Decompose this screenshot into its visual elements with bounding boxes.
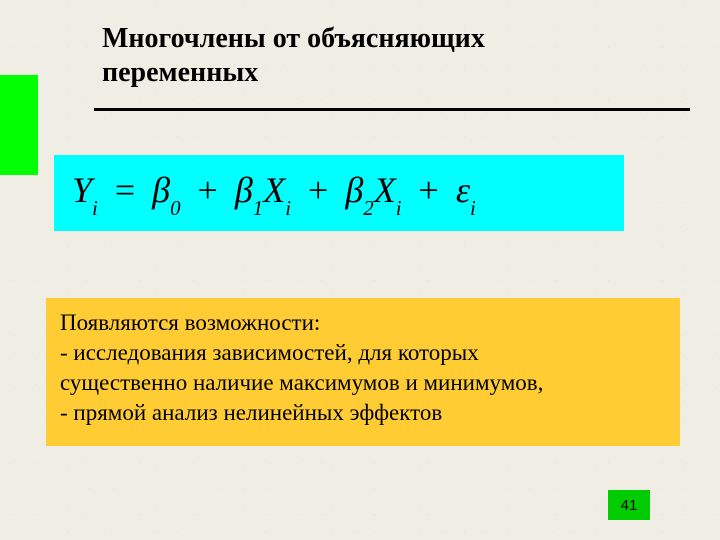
desc-line-1: - исследования зависимостей, для которых xyxy=(60,338,666,368)
title-divider xyxy=(94,108,690,111)
formula-content: Yi = β0 + β1Xi + β2Xi + εi xyxy=(72,169,476,216)
desc-line-2: существенно наличие максимумов и минимум… xyxy=(60,368,666,398)
description-box: Появляются возможности: - исследования з… xyxy=(46,298,680,446)
accent-bar xyxy=(0,75,38,175)
page-number-badge: 41 xyxy=(608,490,650,520)
title-line-2: переменных xyxy=(102,56,485,90)
desc-line-0: Появляются возможности: xyxy=(60,308,666,338)
page-number: 41 xyxy=(621,497,638,514)
formula-box: Yi = β0 + β1Xi + β2Xi + εi xyxy=(54,155,624,231)
slide-title: Многочлены от объясняющих переменных xyxy=(102,22,485,90)
title-line-1: Многочлены от объясняющих xyxy=(102,22,485,56)
desc-line-3: - прямой анализ нелинейных эффектов xyxy=(60,398,666,428)
